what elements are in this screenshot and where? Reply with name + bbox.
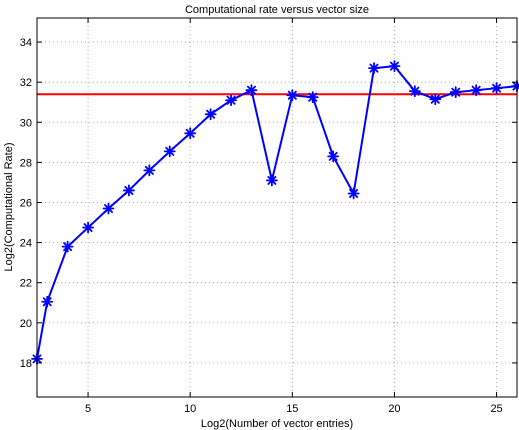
data-point-marker bbox=[408, 85, 421, 98]
plot-frame bbox=[36, 17, 518, 398]
axis-ticks: 5 10 15 20 25 18 20 22 24 26 28 30 32 34 bbox=[20, 18, 517, 415]
y-tick-label: 34 bbox=[20, 37, 32, 49]
data-point-marker bbox=[449, 86, 462, 99]
data-point-marker bbox=[184, 127, 197, 140]
y-tick-label: 22 bbox=[20, 278, 32, 290]
x-tick-label: 10 bbox=[184, 403, 196, 415]
data-point-marker bbox=[123, 184, 135, 197]
data-point-marker bbox=[102, 202, 115, 215]
y-tick-label: 20 bbox=[20, 318, 32, 330]
data-point-marker bbox=[347, 187, 360, 200]
data-point-marker bbox=[286, 89, 299, 102]
data-point-marker bbox=[327, 150, 340, 163]
x-tick-label: 15 bbox=[286, 403, 298, 415]
plot-area bbox=[37, 18, 517, 397]
y-tick-label: 18 bbox=[20, 358, 32, 370]
data-point-marker bbox=[143, 164, 156, 177]
x-tick-label: 20 bbox=[388, 403, 400, 415]
data-point-marker bbox=[82, 221, 94, 234]
data-point-marker bbox=[225, 94, 237, 107]
data-point-marker bbox=[470, 84, 483, 97]
x-tick-label: 25 bbox=[490, 403, 502, 415]
data-point-marker bbox=[490, 82, 503, 95]
data-point-marker bbox=[388, 60, 401, 73]
data-point-marker bbox=[429, 93, 442, 106]
y-tick-label: 30 bbox=[20, 117, 32, 129]
data-point-marker bbox=[61, 240, 74, 253]
data-point-marker bbox=[245, 84, 258, 97]
y-tick-label: 32 bbox=[20, 77, 32, 89]
y-axis-label: Log2(Computational Rate) bbox=[3, 142, 15, 271]
data-point-marker bbox=[41, 295, 54, 308]
y-tick-label: 24 bbox=[20, 238, 32, 250]
data-point-marker bbox=[204, 108, 217, 121]
data-point-marker bbox=[265, 174, 278, 187]
data-point-marker bbox=[368, 62, 380, 75]
data-point-marker bbox=[163, 145, 176, 158]
chart-title: Computational rate versus vector size bbox=[185, 4, 369, 16]
y-tick-label: 26 bbox=[20, 197, 32, 209]
series-layer bbox=[31, 60, 519, 365]
data-point-marker bbox=[306, 91, 319, 104]
x-axis-label: Log2(Number of vector entries) bbox=[201, 418, 353, 430]
y-tick-label: 28 bbox=[20, 157, 32, 169]
x-tick-label: 5 bbox=[85, 403, 91, 415]
